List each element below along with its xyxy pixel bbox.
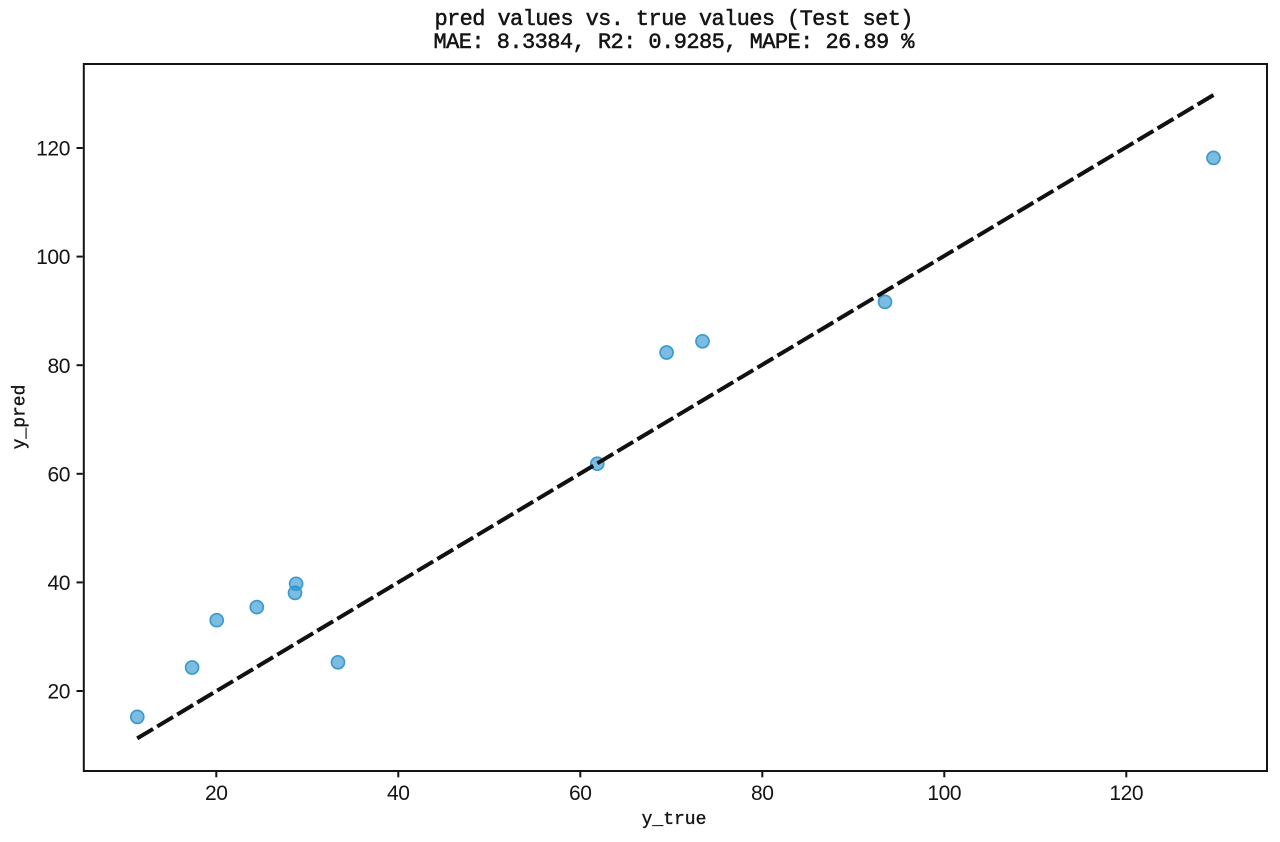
svg-text:y_pred: y_pred (11, 385, 31, 450)
svg-text:20: 20 (47, 681, 70, 704)
svg-text:MAE: 8.3384, R2: 0.9285, MAPE:: MAE: 8.3384, R2: 0.9285, MAPE: 26.89 % (434, 30, 916, 55)
svg-text:80: 80 (47, 355, 70, 378)
svg-text:60: 60 (47, 463, 70, 486)
svg-text:80: 80 (751, 782, 774, 805)
svg-text:pred values vs. true values (T: pred values vs. true values (Test set) (435, 7, 914, 32)
svg-text:40: 40 (387, 782, 410, 805)
svg-text:100: 100 (36, 246, 70, 269)
svg-text:100: 100 (927, 782, 961, 805)
svg-text:60: 60 (569, 782, 592, 805)
svg-text:y_true: y_true (642, 810, 707, 830)
svg-text:40: 40 (47, 572, 70, 595)
svg-text:20: 20 (205, 782, 228, 805)
svg-text:120: 120 (1109, 782, 1143, 805)
svg-text:120: 120 (36, 138, 70, 161)
